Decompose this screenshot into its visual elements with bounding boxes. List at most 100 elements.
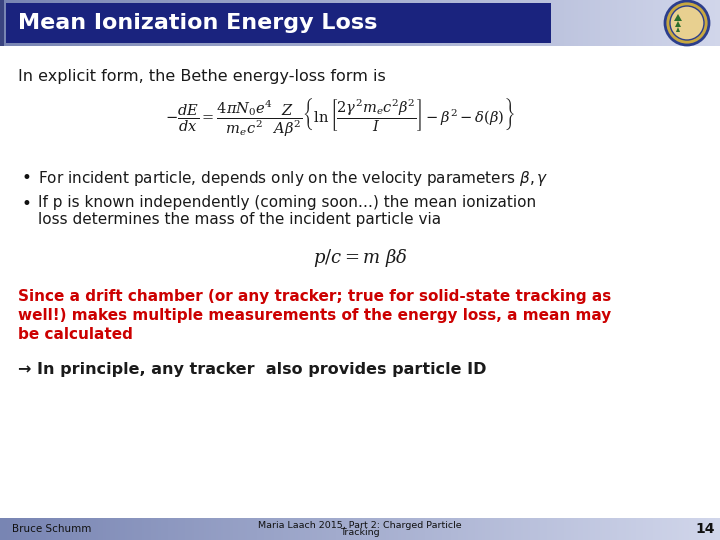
Bar [446, 0, 450, 46]
Bar [581, 518, 584, 540]
Bar [99, 518, 102, 540]
Bar [427, 518, 431, 540]
Bar [279, 518, 282, 540]
Bar [653, 518, 656, 540]
Bar [243, 518, 246, 540]
Bar [151, 0, 155, 46]
Bar [108, 518, 112, 540]
Bar [106, 0, 109, 46]
Bar [290, 518, 294, 540]
Bar [408, 518, 411, 540]
Bar [619, 0, 623, 46]
Text: → In principle, any tracker  also provides particle ID: → In principle, any tracker also provide… [18, 362, 487, 377]
Bar [516, 518, 519, 540]
Bar [401, 518, 404, 540]
Bar [415, 0, 418, 46]
Bar [504, 518, 508, 540]
Bar [413, 518, 416, 540]
Bar [502, 0, 505, 46]
Bar [454, 0, 457, 46]
Bar [610, 0, 613, 46]
Bar [425, 518, 428, 540]
Bar [216, 518, 220, 540]
Bar [583, 518, 587, 540]
Text: •: • [22, 195, 32, 213]
Bar [252, 0, 256, 46]
Bar [470, 0, 474, 46]
Bar [139, 518, 143, 540]
Bar [430, 0, 433, 46]
Bar [434, 0, 438, 46]
Bar [166, 0, 169, 46]
Bar [595, 518, 598, 540]
Bar [305, 0, 308, 46]
Bar [571, 0, 575, 46]
Bar [629, 518, 632, 540]
Bar [382, 0, 385, 46]
Bar [254, 518, 258, 540]
Bar [540, 0, 544, 46]
Bar [394, 0, 397, 46]
Bar [127, 0, 130, 46]
Bar [689, 0, 692, 46]
Bar [197, 518, 200, 540]
Bar [315, 0, 318, 46]
Bar [286, 0, 289, 46]
Bar [5, 0, 8, 46]
Bar [590, 0, 594, 46]
Bar [466, 518, 469, 540]
Bar [307, 518, 310, 540]
Bar [682, 518, 685, 540]
Bar [355, 0, 359, 46]
Bar [173, 518, 176, 540]
Bar [202, 0, 205, 46]
Bar [410, 0, 414, 46]
Bar [682, 0, 685, 46]
Bar [185, 0, 188, 46]
Bar [362, 0, 366, 46]
Bar [547, 518, 551, 540]
Bar [718, 0, 720, 46]
Bar [297, 0, 301, 46]
Bar [324, 0, 328, 46]
Bar [636, 0, 639, 46]
Bar [353, 0, 356, 46]
Bar [96, 518, 99, 540]
Bar [660, 0, 663, 46]
Bar [338, 518, 342, 540]
Bar [497, 0, 500, 46]
Bar [346, 518, 349, 540]
Bar [257, 518, 260, 540]
Bar [574, 518, 577, 540]
Bar [221, 0, 224, 46]
Bar [533, 0, 536, 46]
Bar [487, 518, 490, 540]
Bar [513, 0, 517, 46]
Bar [569, 518, 572, 540]
Bar [468, 518, 472, 540]
Bar [84, 0, 87, 46]
Bar [475, 0, 479, 46]
Bar [423, 518, 426, 540]
Bar [189, 0, 193, 46]
Bar [319, 518, 323, 540]
Bar [466, 0, 469, 46]
Bar [617, 518, 620, 540]
Bar [137, 518, 140, 540]
Bar [523, 518, 526, 540]
Bar [646, 518, 649, 540]
Text: In explicit form, the Bethe energy-loss form is: In explicit form, the Bethe energy-loss … [18, 69, 386, 84]
Bar [670, 518, 673, 540]
Bar [38, 518, 42, 540]
Bar [670, 0, 673, 46]
Bar [549, 518, 553, 540]
Bar [86, 0, 90, 46]
Bar [398, 0, 402, 46]
Bar [643, 0, 647, 46]
Bar [149, 518, 152, 540]
Bar [490, 518, 493, 540]
Bar [343, 0, 346, 46]
Bar [441, 0, 445, 46]
Bar [14, 518, 18, 540]
Bar [108, 0, 112, 46]
